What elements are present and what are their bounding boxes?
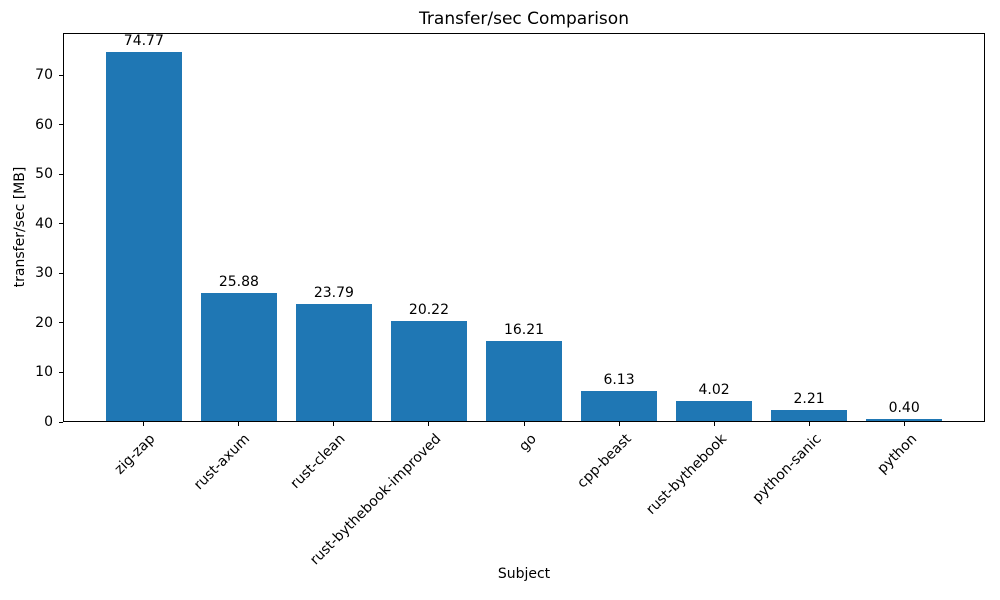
y-tick-mark (59, 272, 63, 274)
bar-value-label: 6.13 (603, 371, 635, 388)
y-tick-label: 0 (44, 414, 53, 430)
bar (676, 401, 753, 421)
y-tick-mark (59, 124, 63, 126)
bar (295, 303, 372, 421)
bar-value-label: 23.79 (313, 284, 354, 301)
bar-value-label: 20.22 (408, 302, 449, 319)
y-axis: 0 10 20 30 40 50 60 70 (0, 33, 63, 430)
y-tick-label: 70 (35, 67, 53, 84)
y-tick-mark (59, 173, 63, 175)
bar (105, 52, 182, 421)
bar-value-label: 2.21 (793, 391, 825, 408)
y-tick-label: 20 (35, 314, 53, 331)
x-tick-label: rust-axum (191, 431, 254, 494)
bar-value-label: 4.02 (698, 382, 730, 399)
bar-value-label: 0.40 (888, 400, 920, 417)
y-tick-label: 30 (35, 265, 53, 282)
y-tick-label: 50 (35, 166, 53, 183)
x-tick-mark (523, 422, 525, 426)
y-tick-mark (59, 322, 63, 324)
x-axis-label: Subject (497, 566, 551, 582)
bar (390, 321, 467, 421)
bar (200, 293, 277, 421)
y-tick-label: 10 (35, 364, 53, 381)
y-tick-mark (59, 223, 63, 225)
x-tick-mark (713, 422, 715, 426)
bar-value-label: 16.21 (503, 322, 545, 339)
x-tick-label: go (515, 431, 540, 455)
bar (581, 390, 658, 421)
y-tick-mark (59, 421, 63, 423)
x-tick-mark (142, 422, 144, 426)
y-tick-label: 40 (35, 215, 53, 232)
y-tick-mark (59, 371, 63, 373)
y-tick-label: 60 (35, 116, 53, 133)
bar-value-label: 74.77 (123, 33, 164, 50)
x-tick-label: cpp-beast (574, 431, 635, 492)
x-tick-mark (618, 422, 620, 426)
x-tick-label: rust-clean (287, 431, 349, 492)
x-tick-label: python (874, 431, 921, 477)
x-tick-mark (428, 422, 430, 426)
x-tick-label: python-sanic (749, 431, 826, 507)
x-axis: zig-zap rust-axum rust-clean rust-bythebook… (63, 422, 985, 568)
chart-title: Transfer/sec Comparison (419, 9, 629, 29)
x-tick-mark (904, 422, 906, 426)
bar (771, 410, 848, 421)
x-tick-mark (333, 422, 334, 426)
bar (485, 341, 562, 421)
bar-value-label: 25.88 (218, 274, 259, 291)
x-tick-mark (809, 422, 811, 426)
x-tick-mark (237, 422, 239, 426)
y-tick-mark (59, 74, 63, 76)
x-tick-label: zig-zap (111, 431, 159, 478)
bar (866, 419, 943, 421)
plot-area: 74.77 25.88 23.79 20.22 16.21 6.13 4.02 2.21 0.4… (63, 33, 985, 422)
x-tick-label: rust-bythebook (643, 431, 730, 518)
